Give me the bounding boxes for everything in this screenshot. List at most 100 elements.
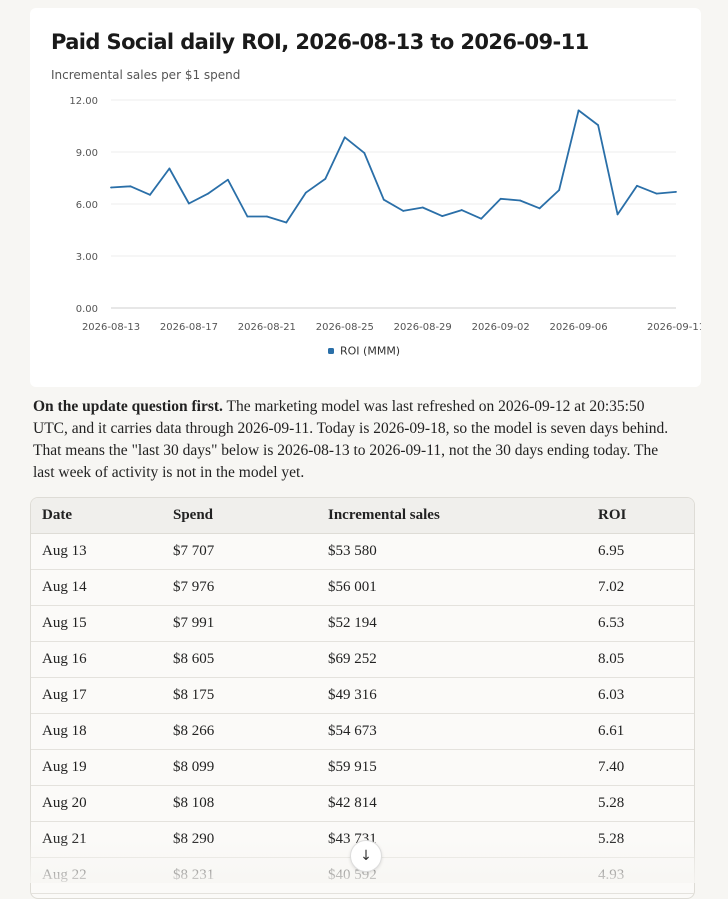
data-point bbox=[655, 192, 658, 195]
cell-spend: $7 991 bbox=[162, 605, 317, 642]
data-point bbox=[285, 221, 288, 224]
data-point bbox=[168, 167, 171, 170]
table-row: Aug 19 $8 099 $59 915 7.40 bbox=[31, 749, 694, 786]
table-header-row: Date Spend Incremental sales ROI bbox=[31, 498, 694, 534]
cell-roi: 6.61 bbox=[587, 713, 694, 750]
cell-roi: 6.03 bbox=[587, 677, 694, 714]
table-row: Aug 13 $7 707 $53 580 6.95 bbox=[31, 533, 694, 570]
cell-date: Aug 21 bbox=[31, 821, 162, 858]
cell-roi: 8.05 bbox=[587, 641, 694, 678]
data-point bbox=[363, 151, 366, 154]
data-point bbox=[519, 199, 522, 202]
cell-date: Aug 18 bbox=[31, 713, 162, 750]
data-point bbox=[129, 185, 132, 188]
cell-date: Aug 13 bbox=[31, 533, 162, 570]
data-point bbox=[480, 217, 483, 220]
y-tick-label: 12.00 bbox=[69, 96, 98, 107]
cell-incremental-sales: $42 814 bbox=[317, 785, 587, 822]
table-row: Aug 18 $8 266 $54 673 6.61 bbox=[31, 713, 694, 750]
cell-incremental-sales: $54 673 bbox=[317, 713, 587, 750]
x-tick-label: 2026-08-13 bbox=[82, 322, 140, 333]
cell-roi: 7.02 bbox=[587, 569, 694, 606]
cell-incremental-sales: $49 316 bbox=[317, 677, 587, 714]
roi-line-chart: 0.00 3.00 6.00 9.00 12.00 2026-08-13 2026-08-1… bbox=[69, 96, 701, 358]
x-tick-label: 2026-09-06 bbox=[550, 322, 608, 333]
cell-spend: $8 099 bbox=[162, 749, 317, 786]
cell-date: Aug 15 bbox=[31, 605, 162, 642]
data-point bbox=[558, 189, 561, 192]
x-tick-label: 2026-09-02 bbox=[472, 322, 530, 333]
x-tick-label: 2026-09-11 bbox=[647, 322, 701, 333]
x-tick-label: 2026-08-25 bbox=[316, 322, 374, 333]
cell-spend: $8 108 bbox=[162, 785, 317, 822]
table-row: Aug 20 $8 108 $42 814 5.28 bbox=[31, 785, 694, 822]
table-row: Aug 16 $8 605 $69 252 8.05 bbox=[31, 641, 694, 678]
cell-date: Aug 16 bbox=[31, 641, 162, 678]
data-point bbox=[246, 215, 249, 218]
data-point bbox=[499, 197, 502, 200]
data-point bbox=[207, 192, 210, 195]
y-tick-label: 6.00 bbox=[76, 200, 98, 211]
data-point bbox=[402, 210, 405, 212]
summary-paragraph: On the update question first. The market… bbox=[33, 396, 673, 484]
cell-roi: 4.93 bbox=[587, 857, 694, 894]
data-point bbox=[304, 191, 307, 194]
data-point bbox=[110, 186, 112, 189]
y-tick-label: 3.00 bbox=[76, 252, 98, 263]
chart-title: Paid Social daily ROI, 2026-08-13 to 202… bbox=[51, 30, 589, 54]
cell-date: Aug 17 bbox=[31, 677, 162, 714]
chart-card: 0.00 3.00 6.00 9.00 12.00 2026-08-13 2026-08-1… bbox=[30, 8, 701, 387]
data-point bbox=[441, 215, 444, 218]
y-tick-label: 9.00 bbox=[76, 148, 98, 159]
series-line-roi bbox=[110, 109, 677, 224]
cell-incremental-sales: $53 580 bbox=[317, 533, 587, 570]
cell-spend: $8 266 bbox=[162, 713, 317, 750]
data-point bbox=[324, 177, 327, 180]
cell-spend: $8 290 bbox=[162, 821, 317, 858]
y-tick-label: 0.00 bbox=[76, 304, 98, 315]
col-header-spend: Spend bbox=[162, 498, 317, 534]
chart-subtitle: Incremental sales per $1 spend bbox=[51, 68, 241, 82]
legend-label: ROI (MMM) bbox=[340, 345, 400, 358]
col-header-incremental-sales: Incremental sales bbox=[317, 498, 587, 534]
scroll-down-button[interactable]: ↓ bbox=[350, 840, 382, 872]
x-tick-label: 2026-08-21 bbox=[238, 322, 296, 333]
table-row: Aug 15 $7 991 $52 194 6.53 bbox=[31, 605, 694, 642]
cell-date: Aug 22 bbox=[31, 857, 162, 894]
data-point bbox=[265, 215, 268, 218]
data-point bbox=[382, 198, 385, 201]
cell-incremental-sales: $56 001 bbox=[317, 569, 587, 606]
legend-swatch bbox=[328, 348, 334, 354]
data-point bbox=[675, 190, 677, 193]
cell-incremental-sales: $59 915 bbox=[317, 749, 587, 786]
roi-table-card: Date Spend Incremental sales ROI Aug 13 $… bbox=[30, 497, 695, 899]
cell-date: Aug 19 bbox=[31, 749, 162, 786]
data-point bbox=[538, 207, 541, 210]
cell-spend: $8 231 bbox=[162, 857, 317, 894]
col-header-roi: ROI bbox=[587, 498, 694, 534]
data-point bbox=[343, 136, 346, 139]
cell-spend: $7 976 bbox=[162, 569, 317, 606]
table-row: Aug 14 $7 976 $56 001 7.02 bbox=[31, 569, 694, 606]
cell-roi: 5.28 bbox=[587, 785, 694, 822]
cell-incremental-sales: $69 252 bbox=[317, 641, 587, 678]
data-point bbox=[226, 178, 229, 181]
data-point bbox=[616, 213, 619, 216]
data-point bbox=[577, 109, 580, 112]
summary-lead: On the update question first. bbox=[33, 398, 223, 415]
cell-date: Aug 20 bbox=[31, 785, 162, 822]
data-point bbox=[460, 209, 463, 211]
x-tick-label: 2026-08-17 bbox=[160, 322, 218, 333]
roi-table: Date Spend Incremental sales ROI Aug 13 $… bbox=[31, 498, 694, 894]
data-point bbox=[421, 206, 424, 209]
col-header-date: Date bbox=[31, 498, 162, 534]
cell-roi: 7.40 bbox=[587, 749, 694, 786]
summary-body: The marketing model was last refreshed o… bbox=[33, 398, 669, 481]
cell-date: Aug 14 bbox=[31, 569, 162, 606]
table-row: Aug 17 $8 175 $49 316 6.03 bbox=[31, 677, 694, 714]
arrow-down-icon: ↓ bbox=[360, 848, 372, 864]
cell-spend: $8 605 bbox=[162, 641, 317, 678]
data-point bbox=[188, 202, 190, 205]
cell-incremental-sales: $52 194 bbox=[317, 605, 587, 642]
data-point bbox=[636, 184, 638, 187]
